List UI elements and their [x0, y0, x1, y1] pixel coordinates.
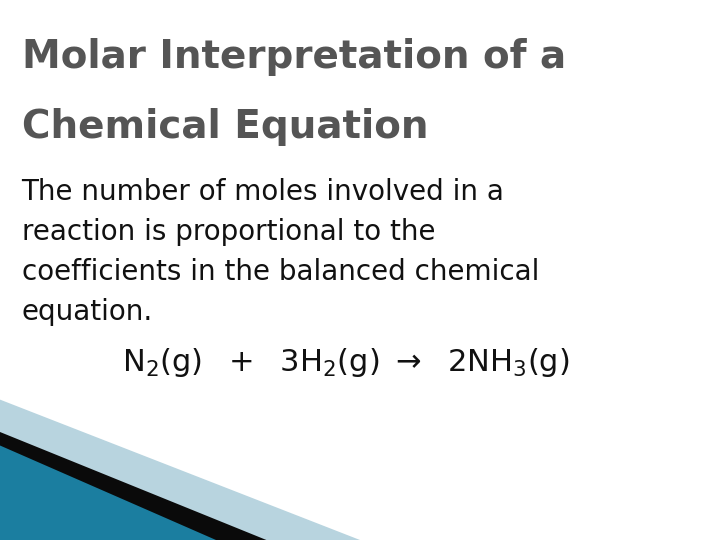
Text: Chemical Equation: Chemical Equation: [22, 108, 428, 146]
Polygon shape: [0, 446, 216, 540]
Text: Molar Interpretation of a: Molar Interpretation of a: [22, 38, 566, 76]
Polygon shape: [0, 400, 360, 540]
Text: $\mathregular{N_2(g)\ \ +\ \ 3H_2(g)\ \rightarrow\ \ 2NH_3(g)}$: $\mathregular{N_2(g)\ \ +\ \ 3H_2(g)\ \r…: [122, 346, 570, 379]
Polygon shape: [0, 432, 266, 540]
Text: The number of moles involved in a
reaction is proportional to the
coefficients i: The number of moles involved in a reacti…: [22, 178, 539, 327]
